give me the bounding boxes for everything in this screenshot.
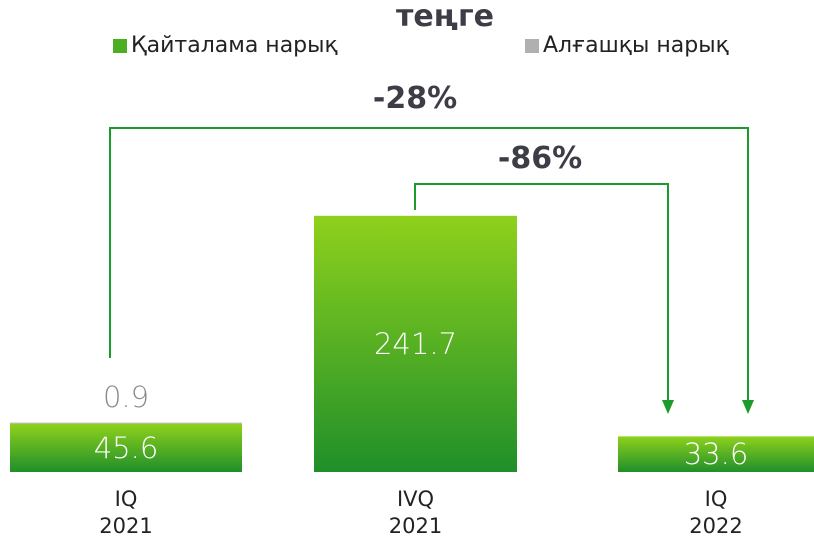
data-label: 33.6 [683, 437, 749, 472]
x-tick-label: IQ 2021 [99, 487, 153, 538]
bar [10, 423, 242, 472]
arrow-28 [109, 127, 749, 400]
x-tick-label: IVQ 2021 [388, 487, 443, 538]
arrow-head [742, 400, 754, 414]
arrow-86 [414, 183, 669, 400]
data-label: 0.9 [102, 379, 150, 414]
bar [618, 436, 814, 472]
data-label: 45.6 [93, 430, 159, 465]
legend-label: Алғашқы нарық [543, 33, 729, 58]
legend-label: Қайталама нарық [131, 33, 338, 58]
bar [10, 422, 242, 424]
legend-swatch [525, 39, 539, 53]
annotation: -86% [497, 141, 583, 176]
chart-title: теңге [396, 0, 494, 34]
x-tick-label: IQ 2022 [689, 487, 743, 538]
bar [314, 215, 517, 472]
annotation: -28% [372, 81, 458, 116]
legend-swatch [113, 39, 127, 53]
arrow-head [662, 400, 674, 414]
data-label: 241.7 [373, 326, 458, 361]
